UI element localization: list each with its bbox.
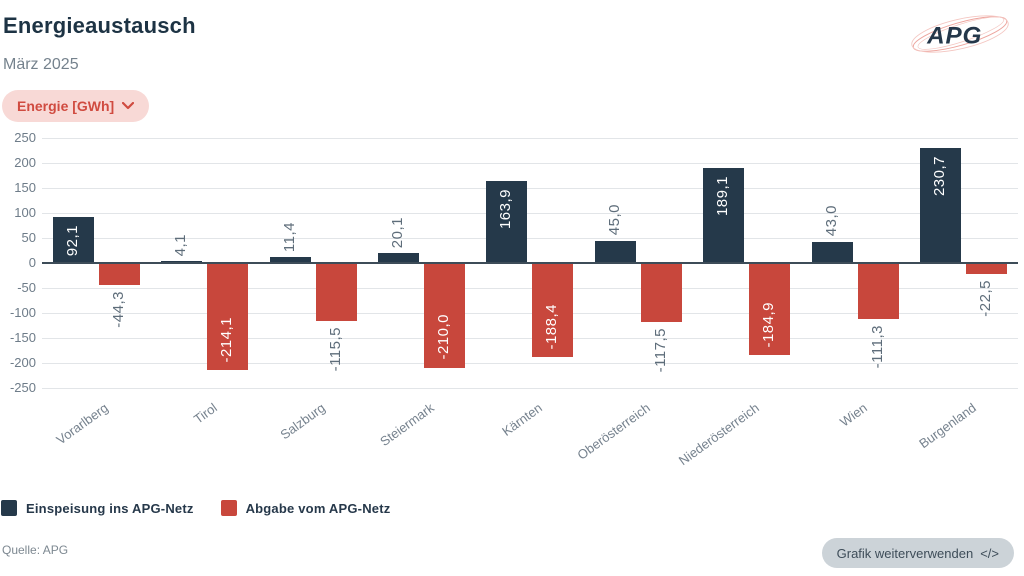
bar-value-label: -184,9 [760, 301, 778, 348]
y-axis-tick-label: -50 [17, 280, 36, 295]
einspeisung-bar-tirol[interactable] [161, 260, 203, 263]
legend-swatch [220, 500, 237, 516]
unit-selector-label: Energie [GWh] [17, 98, 115, 114]
reuse-graphic-button[interactable]: Grafik weiterverwenden </> [821, 538, 1014, 568]
bar-value-label: -188,4 [543, 303, 561, 350]
abgabe-bar-burgenland[interactable] [966, 263, 1008, 275]
y-axis-tick-label: 100 [14, 205, 36, 220]
x-axis-label-oberösterreich: Oberösterreich [574, 400, 654, 463]
einspeisung-bar-kärnten[interactable] [486, 181, 528, 263]
gridline [42, 238, 1018, 239]
bar-value-label: 189,1 [714, 176, 732, 217]
y-axis-tick-label: 50 [21, 230, 36, 245]
y-axis-tick-label: 200 [14, 155, 36, 170]
gridline [42, 338, 1018, 339]
bar-value-label: 43,0 [822, 205, 840, 237]
abgabe-bar-kärnten[interactable] [532, 263, 574, 358]
y-axis-tick-label: -250 [9, 380, 36, 395]
x-axis-label-niederösterreich: Niederösterreich [675, 400, 762, 469]
x-axis-label-burgenland: Burgenland [915, 400, 979, 452]
period-subtitle: März 2025 [3, 56, 79, 73]
gridline [42, 363, 1018, 364]
gridline [42, 288, 1018, 289]
x-axis-label-vorarlberg: Vorarlberg [53, 400, 112, 448]
bar-value-label: -44,3 [109, 291, 127, 328]
bar-group: 43,0 -111,3 Wien [801, 138, 909, 430]
y-axis-tick-label: -100 [9, 305, 36, 320]
y-axis-tick-label: 150 [14, 180, 36, 195]
bar-value-label: 20,1 [389, 216, 407, 248]
einspeisung-bar-wien[interactable] [811, 241, 853, 263]
gridline [42, 138, 1018, 139]
bar-value-label: 45,0 [605, 204, 623, 236]
zero-axis-line [42, 262, 1018, 264]
bar-value-label: 11,4 [280, 222, 298, 253]
bar-group: 189,1 -184,9 Niederösterreich [676, 138, 801, 468]
gridline [42, 213, 1018, 214]
legend-label: Abgabe vom APG-Netz [245, 500, 391, 516]
abgabe-bar-wien[interactable] [857, 263, 899, 319]
bar-value-label: -111,3 [868, 324, 886, 368]
bar-group: 163,9 -188,4 Kärnten [476, 138, 584, 439]
chart-legend: Einspeisung ins APG-Netz Abgabe vom APG-N… [1, 500, 390, 516]
bar-chart: 92,1 -44,3 Vorarlberg 4,1 -214,1 Tirol 11,4 -11… [42, 138, 1018, 468]
x-axis-label-salzburg: Salzburg [277, 400, 328, 443]
bar-value-label: 230,7 [931, 155, 949, 196]
page-title: Energieaustausch [3, 13, 196, 38]
abgabe-bar-steiermark[interactable] [424, 263, 466, 368]
abgabe-bar-oberösterreich[interactable] [640, 263, 682, 322]
bar-group: 230,7 -22,5 Burgenland [910, 138, 1018, 451]
bar-value-label: -214,1 [218, 316, 236, 363]
abgabe-bar-vorarlberg[interactable] [98, 263, 140, 286]
einspeisung-bar-burgenland[interactable] [920, 147, 962, 263]
bar-value-label: -115,5 [326, 326, 344, 372]
unit-selector-dropdown[interactable]: Energie [GWh] [2, 90, 150, 122]
gridline [42, 163, 1018, 164]
y-axis-tick-label: 250 [14, 130, 36, 145]
apg-logo-text: APG [926, 23, 982, 50]
bar-value-label: 163,9 [497, 189, 515, 230]
abgabe-bar-niederösterreich[interactable] [749, 263, 791, 356]
reuse-graphic-label: Grafik weiterverwenden [836, 545, 974, 561]
einspeisung-bar-oberösterreich[interactable] [594, 240, 636, 263]
bar-value-label: 92,1 [63, 224, 81, 257]
einspeisung-bar-salzburg[interactable] [269, 257, 311, 263]
x-axis-label-wien: Wien [837, 400, 871, 430]
x-axis-label-steiermark: Steiermark [376, 400, 437, 450]
chevron-down-icon [122, 102, 135, 110]
apg-logo: APG [908, 8, 1012, 65]
bar-value-label: -210,0 [435, 314, 453, 360]
legend-label: Einspeisung ins APG-Netz [26, 500, 194, 516]
abgabe-bar-salzburg[interactable] [315, 263, 357, 321]
source-note: Quelle: APG [2, 543, 69, 557]
gridline [42, 188, 1018, 189]
legend-item[interactable]: Einspeisung ins APG-Netz [1, 500, 194, 516]
y-axis-tick-label: 0 [28, 255, 36, 270]
code-icon: </> [980, 545, 999, 561]
bar-value-label: 4,1 [172, 233, 190, 256]
legend-swatch [1, 500, 17, 516]
bar-group: 45,0 -117,5 Oberösterreich [575, 138, 692, 463]
gridline [42, 313, 1018, 314]
bar-group: 20,1 -210,0 Steiermark [367, 138, 475, 449]
x-axis-label-tirol: Tirol [190, 400, 220, 427]
bar-value-label: -117,5 [651, 327, 669, 373]
abgabe-bar-tirol[interactable] [207, 263, 249, 371]
bar-group: 11,4 -115,5 Salzburg [259, 138, 367, 442]
einspeisung-bar-steiermark[interactable] [378, 252, 420, 263]
bar-value-label: -22,5 [977, 280, 995, 317]
gridline [42, 388, 1018, 389]
legend-item[interactable]: Abgabe vom APG-Netz [220, 500, 391, 516]
bar-group: 4,1 -214,1 Tirol [150, 138, 258, 427]
y-axis-tick-label: -150 [9, 330, 36, 345]
einspeisung-bar-vorarlberg[interactable] [52, 216, 94, 263]
einspeisung-bar-niederösterreich[interactable] [703, 168, 745, 263]
y-axis-tick-label: -200 [9, 355, 36, 370]
x-axis-label-kärnten: Kärnten [499, 400, 545, 439]
bar-group: 92,1 -44,3 Vorarlberg [42, 138, 150, 447]
